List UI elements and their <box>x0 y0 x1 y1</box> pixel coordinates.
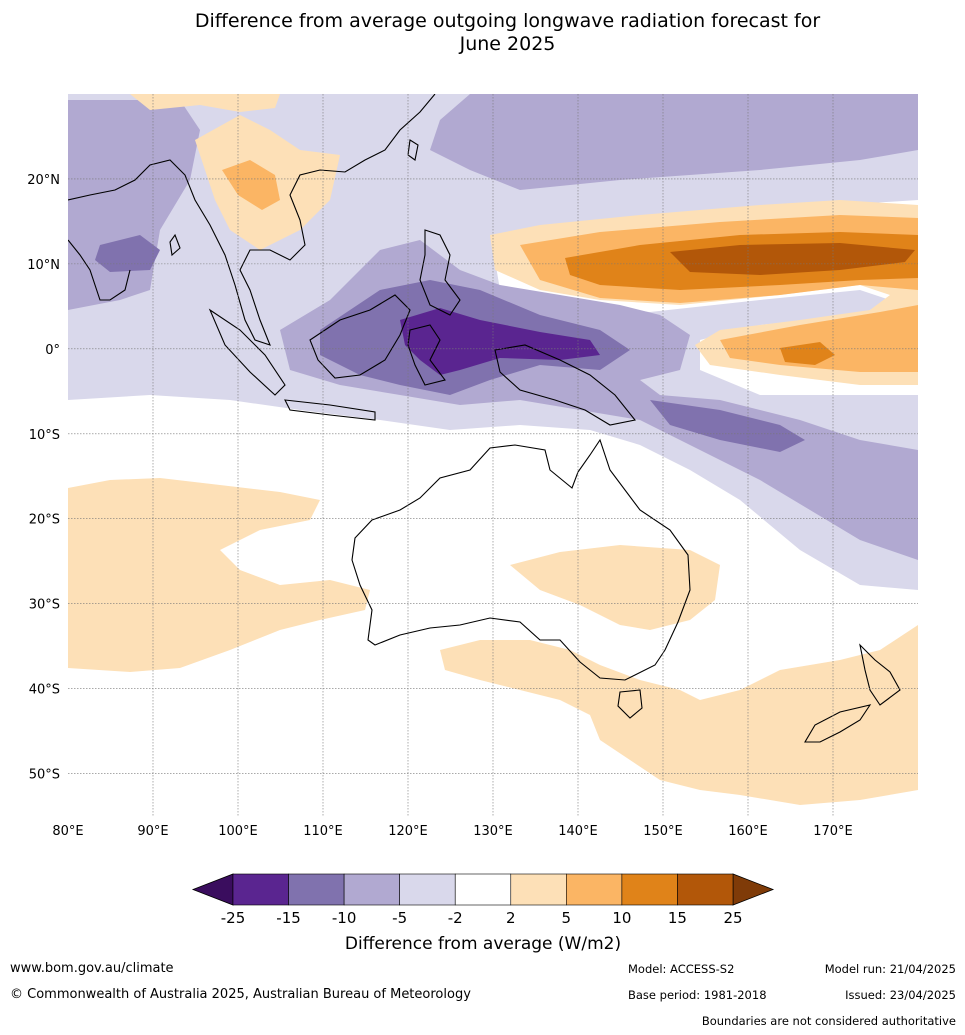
olr-band-plus5-pacific-b <box>720 305 918 372</box>
colorbar-tick-label: 5 <box>562 909 572 927</box>
longitude-labels: 80°E 90°E 100°E 110°E 120°E 130°E 140°E 150°E 16… <box>52 824 852 839</box>
coastline-java <box>284 399 376 421</box>
colorbar-swatch <box>232 873 289 906</box>
colorbar-tick-label: 10 <box>612 909 631 927</box>
lon-tick-label: 100°E <box>218 824 258 839</box>
footer-copyright: © Commonwealth of Australia 2025, Austra… <box>10 987 471 1002</box>
colorbar-swatch <box>621 873 678 906</box>
coastline-new-zealand-north <box>859 643 901 706</box>
lon-tick-label: 120°E <box>388 824 428 839</box>
lon-tick-label: 140°E <box>558 824 598 839</box>
lon-tick-label: 170°E <box>813 824 853 839</box>
olr-patch-south-indian-ocean <box>68 478 370 672</box>
coastline-australia <box>351 438 691 681</box>
coastline-sumatra <box>208 308 286 396</box>
coastline-new-guinea <box>494 344 636 426</box>
colorbar-tick-label: 15 <box>668 909 687 927</box>
olr-core-minus25 <box>400 308 600 375</box>
colorbar-tick-label: -5 <box>392 909 407 927</box>
olr-patch-north-china <box>130 94 280 112</box>
olr-patch-southern-australia <box>440 625 918 805</box>
lat-tick-label: 0° <box>45 343 60 358</box>
colorbar-swatch <box>454 873 512 906</box>
colorbar-low-extend <box>191 873 234 906</box>
coastline-sri-lanka <box>169 233 181 257</box>
lat-tick-label: 40°S <box>29 683 60 698</box>
olr-band-minus15-c <box>650 400 805 452</box>
latitude-labels: 20°N 10°N 0° 10°S 20°S 30°S 40°S 50°S <box>27 173 60 783</box>
colorbar-label: Difference from average (W/m2) <box>345 934 621 954</box>
olr-band-minus15-b <box>95 235 160 272</box>
coastline-india <box>68 239 131 301</box>
lon-tick-label: 130°E <box>473 824 513 839</box>
olr-patch-west-australia <box>510 545 720 630</box>
lat-tick-label: 10°S <box>29 428 60 443</box>
colorbar-swatch <box>288 873 345 906</box>
title-line-1: Difference from average outgoing longwav… <box>194 10 821 32</box>
coastlines <box>68 94 901 743</box>
footer-website[interactable]: www.bom.gov.au/climate <box>10 961 174 976</box>
title-line-2: June 2025 <box>459 33 556 55</box>
coastline-borneo <box>309 294 411 379</box>
lat-tick-label: 50°S <box>29 768 60 783</box>
lat-tick-label: 10°N <box>27 258 60 273</box>
colorbar-swatch <box>566 873 623 906</box>
coastline-sulawesi <box>407 324 446 386</box>
lon-tick-label: 80°E <box>52 824 83 839</box>
lon-tick-label: 150°E <box>643 824 683 839</box>
coastline-tasmania <box>617 689 643 719</box>
lat-tick-label: 30°S <box>29 598 60 613</box>
coastline-philippines <box>419 229 461 316</box>
colorbar-tick-label: 2 <box>506 909 516 927</box>
coastline-taiwan <box>407 139 419 161</box>
lat-tick-label: 20°S <box>29 513 60 528</box>
colorbar-tick-label: 25 <box>723 909 742 927</box>
olr-core-plus15-pacific <box>670 243 915 275</box>
olr-patch-indochina-strong <box>222 160 280 210</box>
footer-model: Model: ACCESS-S2 <box>628 962 735 976</box>
colorbar-swatch <box>399 873 456 906</box>
colorbar-swatch <box>510 873 567 906</box>
colorbar-tick-label: -15 <box>276 909 301 927</box>
footer-issued: Issued: 23/04/2025 <box>845 988 956 1002</box>
lon-tick-label: 160°E <box>728 824 768 839</box>
olr-band-minus10-b <box>430 94 918 190</box>
colorbar-swatch <box>677 873 734 906</box>
colorbar-tick-label: -10 <box>332 909 357 927</box>
lon-tick-label: 90°E <box>137 824 168 839</box>
olr-band-plus10-pacific-b <box>780 342 835 365</box>
gridlines <box>68 94 918 816</box>
colorbar-high-extend <box>732 873 775 906</box>
footer-base-period: Base period: 1981-2018 <box>628 988 767 1002</box>
lat-tick-label: 20°N <box>27 173 60 188</box>
colorbar-tick-label: -2 <box>448 909 463 927</box>
lon-tick-label: 110°E <box>303 824 343 839</box>
coastline-new-zealand-south <box>804 704 872 743</box>
colorbar-swatch <box>343 873 400 906</box>
map-title: Difference from average outgoing longwav… <box>0 10 965 56</box>
footer-model-run: Model run: 21/04/2025 <box>824 962 956 976</box>
colorbar-tick-label: -25 <box>221 909 246 927</box>
coastline-mainland-asia <box>68 94 436 346</box>
footer-disclaimer: Boundaries are not considered authoritat… <box>701 1014 956 1028</box>
